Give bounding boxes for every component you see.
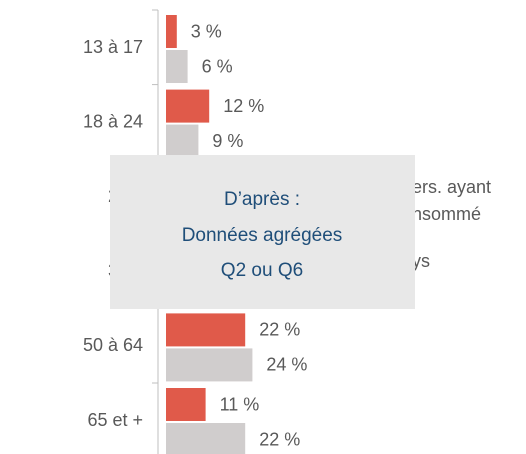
value-label: 12 %: [223, 96, 264, 116]
overlay-box: [110, 155, 415, 309]
value-label: 24 %: [266, 355, 307, 375]
bar: [166, 50, 188, 83]
legend-text: ers. ayant: [412, 177, 491, 197]
bar: [166, 388, 206, 421]
value-label: 6 %: [202, 56, 233, 76]
y-tick-label: 13 à 17: [83, 37, 143, 57]
value-label: 22 %: [259, 320, 300, 340]
y-tick-label: 18 à 24: [83, 111, 143, 131]
overlay-text: Données agrégées: [182, 225, 343, 246]
value-label: 11 %: [220, 394, 260, 414]
value-label: 9 %: [212, 131, 243, 151]
y-tick-label: 65 et +: [87, 410, 143, 430]
value-label: 22 %: [259, 429, 300, 449]
y-tick-label: 50 à 64: [83, 335, 143, 355]
overlay-text: Q2 ou Q6: [221, 260, 303, 281]
bar: [166, 124, 199, 158]
bar: [166, 89, 210, 123]
legend-text: ys: [412, 251, 430, 271]
bar: [166, 15, 177, 48]
bar: [166, 348, 253, 382]
overlay-text: D’après :: [224, 189, 300, 210]
bar: [166, 313, 246, 347]
value-label: 3 %: [191, 21, 222, 41]
legend-text: nsommé: [412, 204, 481, 224]
bar: [166, 423, 246, 454]
